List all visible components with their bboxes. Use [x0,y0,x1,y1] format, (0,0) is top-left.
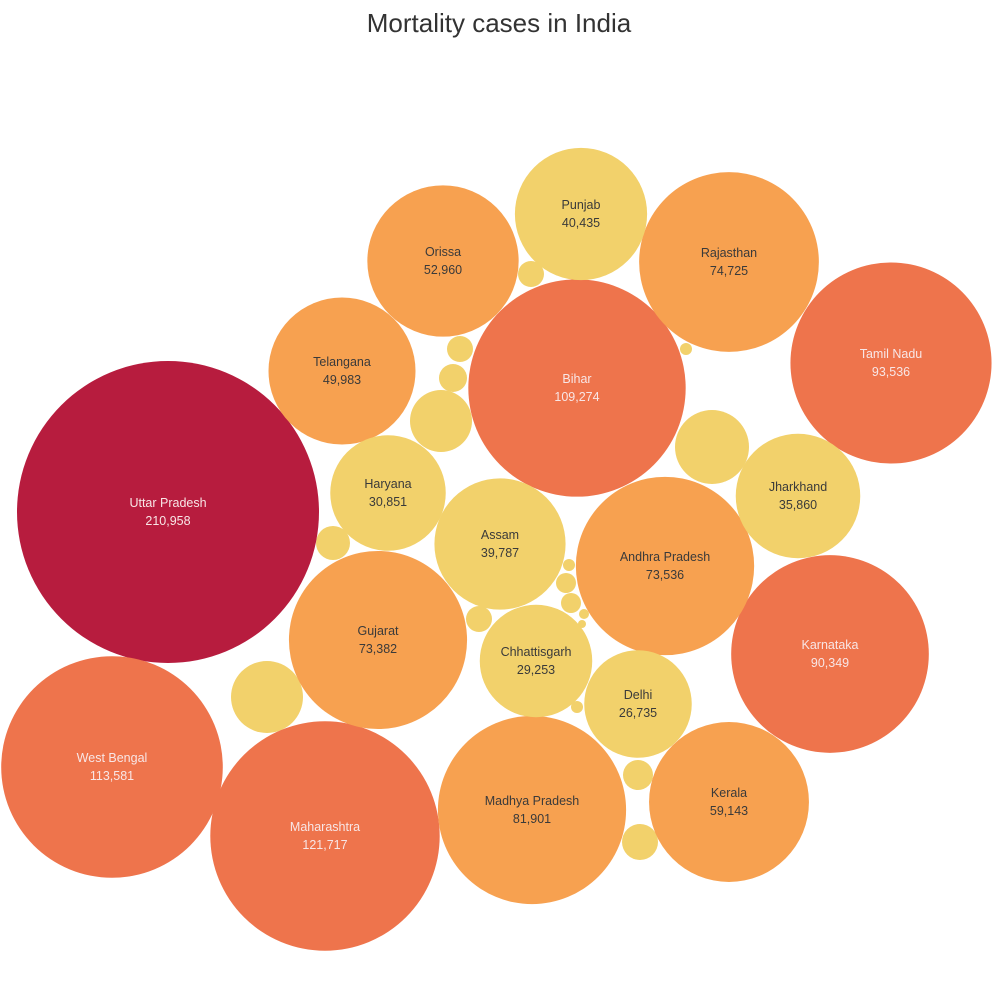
bubble-name-gujarat: Gujarat [358,624,400,638]
bubble-value-uttar-pradesh: 210,958 [145,514,190,528]
bubble-circle-rajasthan[interactable] [639,172,819,352]
bubble-name-maharashtra: Maharashtra [290,820,360,834]
bubble-rajasthan[interactable]: Rajasthan 74,725 [639,172,819,352]
bubble-value-tamil-nadu: 93,536 [872,365,910,379]
bubble-tamil-nadu[interactable]: Tamil Nadu 93,536 [790,262,992,464]
bubble-name-andhra-pradesh: Andhra Pradesh [620,550,710,564]
bubble-bihar[interactable]: Bihar 109,274 [468,279,686,497]
bubble-circle-bihar[interactable] [468,279,686,497]
bubble-name-punjab: Punjab [562,198,601,212]
bubble-value-chhattisgarh: 29,253 [517,663,555,677]
bubble-value-madhya-pradesh: 81,901 [513,812,551,826]
bubble-name-karnataka: Karnataka [802,638,859,652]
bubble-name-kerala: Kerala [711,786,747,800]
bubble-circle-assam[interactable] [434,478,566,610]
bubble-name-assam: Assam [481,528,519,542]
bubble-unlabeled-4[interactable] [439,364,467,392]
bubble-delhi[interactable]: Delhi 26,735 [584,650,692,758]
bubble-unlabeled-9[interactable] [556,573,576,593]
bubble-name-chhattisgarh: Chhattisgarh [501,645,572,659]
bubble-circle-haryana[interactable] [330,435,446,551]
bubble-value-delhi: 26,735 [619,706,657,720]
bubble-value-maharashtra: 121,717 [302,838,347,852]
bubble-unlabeled-6[interactable] [675,410,749,484]
bubble-circle-andhra-pradesh[interactable] [575,476,755,656]
bubble-name-rajasthan: Rajasthan [701,246,757,260]
bubble-value-telangana: 49,983 [323,373,361,387]
bubble-value-jharkhand: 35,860 [779,498,817,512]
bubble-circle-orissa[interactable] [367,185,519,337]
bubble-chhattisgarh[interactable]: Chhattisgarh 29,253 [479,604,593,718]
bubble-telangana[interactable]: Telangana 49,983 [268,297,416,445]
bubble-andhra-pradesh[interactable]: Andhra Pradesh 73,536 [575,476,755,656]
bubble-value-kerala: 59,143 [710,804,748,818]
bubble-madhya-pradesh[interactable]: Madhya Pradesh 81,901 [437,715,627,905]
bubble-name-uttar-pradesh: Uttar Pradesh [129,496,206,510]
bubble-unlabeled-14[interactable] [231,661,303,733]
bubble-unlabeled-16[interactable] [623,760,653,790]
bubble-unlabeled-11[interactable] [579,609,589,619]
bubble-value-punjab: 40,435 [562,216,600,230]
bubble-punjab[interactable]: Punjab 40,435 [514,147,648,281]
bubble-name-delhi: Delhi [624,688,653,702]
bubble-value-orissa: 52,960 [424,263,462,277]
bubble-value-bihar: 109,274 [554,390,599,404]
bubble-karnataka[interactable]: Karnataka 90,349 [731,555,929,753]
bubble-haryana[interactable]: Haryana 30,851 [330,435,446,551]
bubble-circle-karnataka[interactable] [731,555,929,753]
bubble-name-tamil-nadu: Tamil Nadu [860,347,923,361]
bubble-value-rajasthan: 74,725 [710,264,748,278]
bubble-name-orissa: Orissa [425,245,461,259]
bubble-value-haryana: 30,851 [369,495,407,509]
bubble-unlabeled-2[interactable] [680,343,692,355]
bubble-circle-madhya-pradesh[interactable] [437,715,627,905]
bubble-value-karnataka: 90,349 [811,656,849,670]
bubble-value-west-bengal: 113,581 [90,769,134,783]
bubble-uttar-pradesh[interactable]: Uttar Pradesh 210,958 [17,361,319,663]
bubble-kerala[interactable]: Kerala 59,143 [649,722,809,882]
bubble-unlabeled-3[interactable] [447,336,473,362]
bubble-unlabeled-13[interactable] [466,606,492,632]
bubble-circle-tamil-nadu[interactable] [790,262,992,464]
chart-title: Mortality cases in India [366,8,632,38]
bubble-gujarat[interactable]: Gujarat 73,382 [288,550,468,730]
bubble-circle-west-bengal[interactable] [1,656,223,878]
bubble-value-gujarat: 73,382 [359,642,397,656]
bubble-circle-delhi[interactable] [584,650,692,758]
bubble-circle-jharkhand[interactable] [735,433,861,559]
bubble-circle-chhattisgarh[interactable] [479,604,593,718]
bubble-circle-uttar-pradesh[interactable] [17,361,319,663]
bubble-name-jharkhand: Jharkhand [769,480,827,494]
bubble-value-andhra-pradesh: 73,536 [646,568,684,582]
bubble-unlabeled-17[interactable] [622,824,658,860]
bubble-name-bihar: Bihar [562,372,591,386]
bubble-value-assam: 39,787 [481,546,519,560]
bubble-name-telangana: Telangana [313,355,371,369]
bubble-unlabeled-5[interactable] [410,390,472,452]
bubble-unlabeled-7[interactable] [316,526,350,560]
bubble-name-madhya-pradesh: Madhya Pradesh [485,794,580,808]
bubble-name-west-bengal: West Bengal [77,751,148,765]
bubble-unlabeled-15[interactable] [571,701,583,713]
bubble-west-bengal[interactable]: West Bengal 113,581 [1,656,223,878]
bubble-circle-punjab[interactable] [514,147,648,281]
bubble-circle-telangana[interactable] [268,297,416,445]
bubble-unlabeled-10[interactable] [561,593,581,613]
bubble-unlabeled-8[interactable] [563,559,575,571]
bubble-name-haryana: Haryana [364,477,411,491]
bubble-circle-gujarat[interactable] [288,550,468,730]
bubble-orissa[interactable]: Orissa 52,960 [367,185,519,337]
bubble-assam[interactable]: Assam 39,787 [434,478,566,610]
bubble-circle-kerala[interactable] [649,722,809,882]
bubble-jharkhand[interactable]: Jharkhand 35,860 [735,433,861,559]
bubble-unlabeled-1[interactable] [518,261,544,287]
bubble-maharashtra[interactable]: Maharashtra 121,717 [210,721,440,951]
bubble-circle-maharashtra[interactable] [210,721,440,951]
